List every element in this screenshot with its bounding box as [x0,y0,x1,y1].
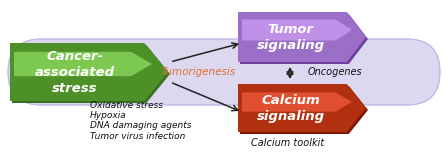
Text: Tumor virus infection: Tumor virus infection [90,132,185,141]
Polygon shape [10,43,168,101]
Text: Oncogenes: Oncogenes [308,67,362,77]
Text: Hypoxia: Hypoxia [90,111,127,120]
Text: Oxidative stress: Oxidative stress [90,101,163,109]
Text: DNA damaging agents: DNA damaging agents [90,122,191,130]
Text: Calcium
signaling: Calcium signaling [256,93,324,122]
Polygon shape [14,52,152,76]
Polygon shape [238,84,366,132]
Polygon shape [242,92,352,112]
Text: Tumor
signaling: Tumor signaling [256,22,324,51]
FancyBboxPatch shape [8,39,440,105]
Text: Calcium toolkit: Calcium toolkit [251,138,325,148]
Text: Tumorigenesis: Tumorigenesis [160,67,236,77]
Polygon shape [240,14,368,64]
Polygon shape [240,86,368,134]
Text: Cancer-
associated
stress: Cancer- associated stress [34,49,115,95]
Polygon shape [242,20,352,41]
Polygon shape [238,12,366,62]
Polygon shape [12,45,170,103]
